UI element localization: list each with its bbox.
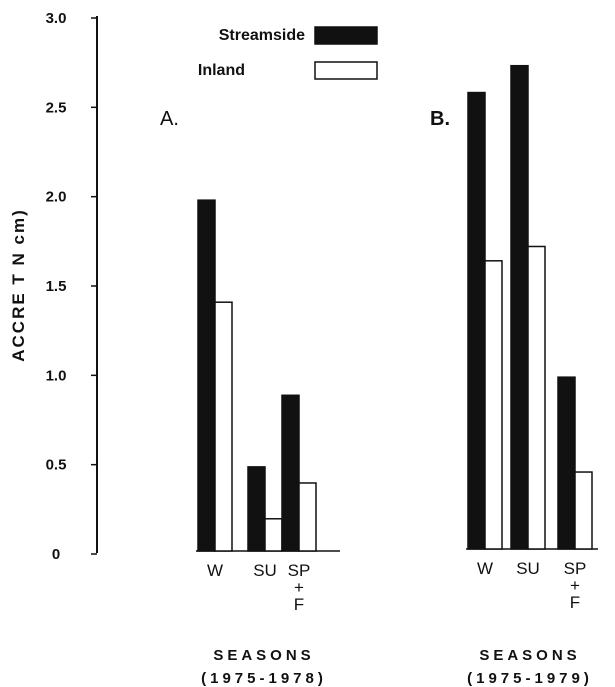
panel-a-bars: W SU SP+F	[197, 199, 317, 614]
panel-b-category-label: +	[570, 576, 580, 595]
panel-a-bar-inland-w	[214, 301, 233, 552]
y-tick-label: 2.5	[46, 99, 67, 116]
panel-b-xlabel-years: (1975-1979)	[467, 670, 593, 687]
panel-b-category-label: W	[477, 559, 493, 578]
panel-b-bar-streamside-w	[467, 91, 486, 550]
panel-b-bar-streamside-sp	[557, 376, 576, 550]
panel-a-category-label: SU	[253, 561, 277, 580]
legend-swatch-inland	[314, 61, 378, 80]
legend-label-streamside: Streamside	[219, 27, 305, 44]
y-tick-label: 2.0	[46, 189, 67, 206]
y-ticks: 0 0.5 1.0 1.5 2.0 2.5 3.0	[46, 10, 97, 563]
legend-swatch-streamside	[314, 26, 378, 45]
panel-a-category-label: F	[294, 595, 304, 614]
y-tick-label: 1.5	[46, 278, 67, 295]
panel-b-category-label: F	[570, 593, 580, 612]
panel-b-category-label: SP	[564, 559, 587, 578]
y-tick-label: 1.0	[46, 367, 67, 384]
panel-a-category-label: SP	[288, 561, 311, 580]
panel-b-bar-inland-sp	[574, 471, 593, 550]
panel-b-category-label: SU	[516, 559, 540, 578]
panel-a-bar-streamside-w	[197, 199, 216, 552]
legend: Streamside Inland	[198, 26, 378, 80]
y-tick-label: 0	[52, 546, 60, 563]
panel-a-category-label: +	[294, 578, 304, 597]
panel-b-bar-streamside-su	[510, 64, 529, 550]
panel-a-xlabel: SEASONS	[213, 647, 314, 664]
y-axis-label: ACCRE T N cm)	[9, 208, 28, 362]
panel-b-bars: W SU SP+F	[467, 64, 593, 612]
panel-a-bar-inland-sp	[298, 482, 317, 552]
panel-a-category-label: W	[207, 561, 223, 580]
panel-a-xlabel-years: (1975-1978)	[201, 670, 327, 687]
panel-b-label: B.	[430, 108, 450, 130]
panel-b-bar-inland-w	[484, 260, 503, 550]
panel-b-xlabel: SEASONS	[479, 647, 580, 664]
panel-a-bar-inland-su	[264, 518, 283, 552]
y-tick-label: 0.5	[46, 457, 67, 474]
legend-label-inland: Inland	[198, 62, 245, 79]
panel-a-bar-streamside-sp	[281, 394, 300, 552]
y-tick-label: 3.0	[46, 10, 67, 27]
panel-a-bar-streamside-su	[247, 466, 266, 552]
panel-b-bar-inland-su	[527, 245, 546, 550]
panel-a-label: A.	[160, 108, 179, 130]
